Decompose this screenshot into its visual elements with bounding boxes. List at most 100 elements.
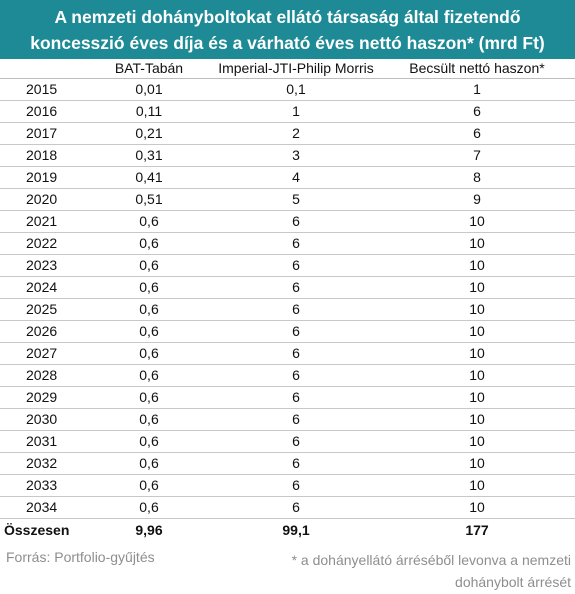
data-table: BAT-Tabán Imperial-JTI-Philip Morris Bec… [0,58,575,541]
cell-net-profit: 9 [379,188,575,211]
header-row: BAT-Tabán Imperial-JTI-Philip Morris Bec… [0,58,575,79]
table-row: 2021 0,6 6 10 [0,210,575,233]
total-label: Összesen [4,521,70,538]
cell-bat-taban: 0,41 [85,166,213,189]
cell-net-profit: 7 [379,144,575,167]
cell-bat-taban: 0,51 [85,188,213,211]
cell-net-profit: 10 [379,364,575,387]
footnote: * a dohányellátó árréséből levonva a nem… [241,549,571,593]
cell-year: 2020 [0,188,85,211]
cell-imperial-jti-philip-morris: 6 [213,386,379,409]
table-row: 2033 0,6 6 10 [0,474,575,497]
cell-imperial-jti-philip-morris: 4 [213,166,379,189]
cell-imperial-jti-philip-morris: 6 [213,452,379,475]
cell-bat-taban: 0,6 [85,496,213,519]
total-bat-taban: 9,96 [135,521,163,538]
cell-year: 2017 [0,122,85,145]
cell-bat-taban: 0,6 [85,254,213,277]
cell-year: 2022 [0,232,85,255]
cell-imperial-jti-philip-morris: 6 [213,276,379,299]
cell-net-profit: 10 [379,210,575,233]
cell-bat-taban: 0,6 [85,276,213,299]
cell-year: 2034 [0,496,85,519]
cell-year: 2021 [0,210,85,233]
cell-bat-taban: 0,6 [85,298,213,321]
total-row: Összesen 9,96 99,1 177 [0,519,575,542]
table-row: 2031 0,6 6 10 [0,430,575,453]
table-row: 2032 0,6 6 10 [0,452,575,475]
cell-year: 2015 [0,78,85,101]
cell-bat-taban: 0,01 [85,78,213,101]
cell-imperial-jti-philip-morris: 6 [213,364,379,387]
cell-imperial-jti-philip-morris: 6 [213,320,379,343]
header-year [0,58,85,79]
cell-year: 2018 [0,144,85,167]
cell-bat-taban: 0,6 [85,210,213,233]
table-row: 2029 0,6 6 10 [0,386,575,409]
total-net-profit: 177 [465,521,489,538]
cell-bat-taban: 0,6 [85,342,213,365]
cell-year: 2019 [0,166,85,189]
cell-year: 2027 [0,342,85,365]
table-row: 2015 0,01 0,1 1 [0,78,575,101]
table-row: 2027 0,6 6 10 [0,342,575,365]
total-imperial-jti-philip-morris: 99,1 [282,521,310,538]
cell-imperial-jti-philip-morris: 6 [213,430,379,453]
table-row: 2025 0,6 6 10 [0,298,575,321]
title-line-1: A nemzeti dohányboltokat ellátó társaság… [54,6,521,27]
cell-net-profit: 6 [379,100,575,123]
cell-year: 2030 [0,408,85,431]
source-text: Forrás: Portfolio-gyűjtés [6,549,155,565]
chart-title: A nemzeti dohányboltokat ellátó társaság… [0,0,575,59]
cell-bat-taban: 0,11 [85,100,213,123]
cell-net-profit: 10 [379,452,575,475]
cell-year: 2028 [0,364,85,387]
cell-imperial-jti-philip-morris: 1 [213,100,379,123]
cell-imperial-jti-philip-morris: 5 [213,188,379,211]
footnote-line-2: dohánybolt árrését [455,574,571,590]
cell-imperial-jti-philip-morris: 6 [213,342,379,365]
cell-net-profit: 10 [379,474,575,497]
cell-net-profit: 10 [379,496,575,519]
cell-net-profit: 10 [379,342,575,365]
cell-year: 2025 [0,298,85,321]
cell-bat-taban: 0,6 [85,430,213,453]
table-row: 2030 0,6 6 10 [0,408,575,431]
table-body: 2015 0,01 0,1 1 2016 0,11 1 6 2017 0,21 2 6 2018 0,31… [0,78,575,542]
cell-imperial-jti-philip-morris: 6 [213,232,379,255]
cell-net-profit: 10 [379,320,575,343]
table-row: 2017 0,21 2 6 [0,122,575,145]
cell-bat-taban: 0,21 [85,122,213,145]
cell-net-profit: 10 [379,298,575,321]
header-net-profit: Becsült nettó haszon* [379,58,575,79]
cell-net-profit: 10 [379,386,575,409]
table-row: 2034 0,6 6 10 [0,496,575,519]
cell-net-profit: 10 [379,408,575,431]
cell-imperial-jti-philip-morris: 3 [213,144,379,167]
table-row: 2019 0,41 4 8 [0,166,575,189]
table-row: 2023 0,6 6 10 [0,254,575,277]
cell-bat-taban: 0,6 [85,452,213,475]
cell-net-profit: 6 [379,122,575,145]
cell-imperial-jti-philip-morris: 6 [213,254,379,277]
cell-year: 2023 [0,254,85,277]
cell-net-profit: 10 [379,232,575,255]
cell-imperial-jti-philip-morris: 6 [213,298,379,321]
cell-year: 2032 [0,452,85,475]
cell-net-profit: 10 [379,276,575,299]
footnote-line-1: * a dohányellátó árréséből levonva a nem… [291,552,571,568]
cell-year: 2031 [0,430,85,453]
cell-net-profit: 1 [379,78,575,101]
header-bat-taban: BAT-Tabán [85,58,213,79]
table-row: 2018 0,31 3 7 [0,144,575,167]
cell-year: 2033 [0,474,85,497]
table-row: 2020 0,51 5 9 [0,188,575,211]
cell-net-profit: 10 [379,430,575,453]
cell-imperial-jti-philip-morris: 6 [213,408,379,431]
cell-year: 2026 [0,320,85,343]
cell-bat-taban: 0,6 [85,320,213,343]
cell-bat-taban: 0,6 [85,474,213,497]
table-row: 2016 0,11 1 6 [0,100,575,123]
cell-bat-taban: 0,6 [85,386,213,409]
